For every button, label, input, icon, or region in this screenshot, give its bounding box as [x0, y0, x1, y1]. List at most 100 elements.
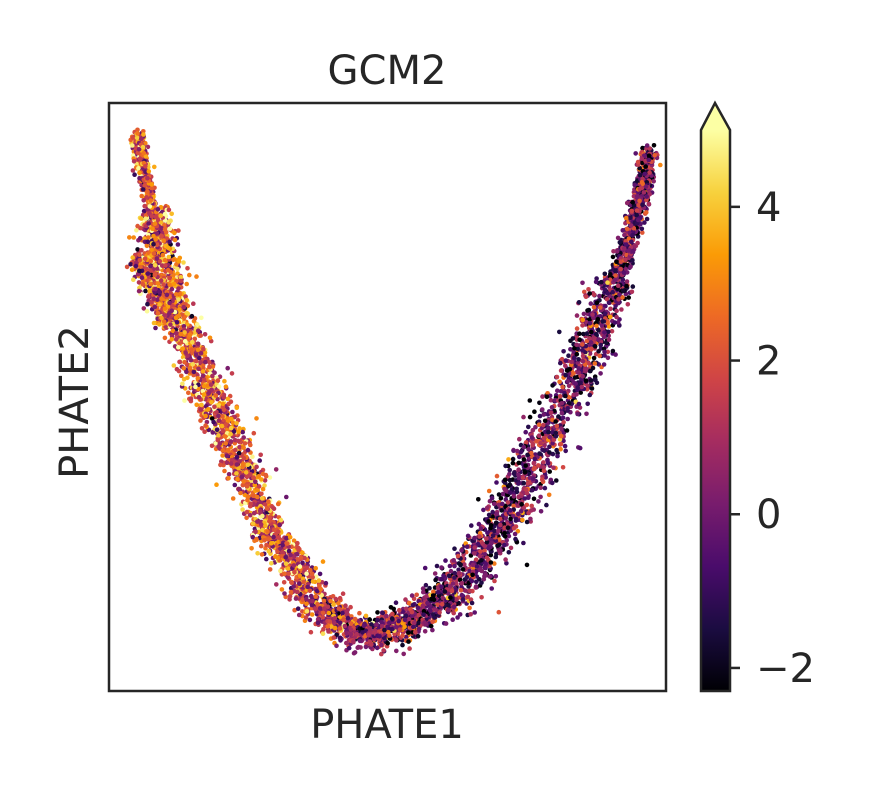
scatter-point	[255, 487, 260, 493]
scatter-point	[216, 433, 221, 438]
scatter-point	[607, 277, 613, 283]
scatter-point	[440, 596, 446, 601]
scatter-point	[559, 426, 564, 431]
scatter-point	[591, 315, 596, 321]
scatter-point	[281, 580, 287, 585]
scatter-point	[610, 289, 615, 295]
scatter-point	[416, 620, 421, 626]
scatter-point	[320, 610, 326, 616]
scatter-point	[601, 362, 607, 367]
scatter-point	[551, 437, 557, 443]
scatter-point	[577, 445, 583, 451]
scatter-point	[587, 336, 592, 341]
scatter-point	[288, 555, 293, 561]
scatter-point	[129, 267, 135, 273]
scatter-point	[507, 482, 513, 488]
scatter-point	[320, 559, 326, 564]
scatter-point	[199, 315, 204, 321]
scatter-point	[284, 535, 289, 541]
scatter-point	[346, 645, 352, 651]
scatter-point	[558, 368, 564, 373]
scatter-point	[492, 578, 497, 584]
scatter-point	[241, 435, 246, 440]
scatter-point	[401, 651, 407, 657]
scatter-point	[592, 336, 598, 342]
scatter-point	[472, 551, 477, 556]
scatter-point	[541, 460, 546, 465]
scatter-point	[330, 594, 336, 599]
scatter-point	[256, 474, 262, 479]
scatter-point	[468, 612, 474, 617]
scatter-point	[257, 458, 263, 463]
scatter-point	[136, 280, 142, 285]
scatter-point	[235, 476, 240, 482]
scatter-point	[518, 509, 524, 514]
scatter-point	[336, 601, 341, 606]
scatter-point	[528, 516, 533, 522]
scatter-point	[194, 274, 199, 279]
scatter-point	[561, 349, 566, 354]
scatter-point	[197, 355, 202, 361]
scatter-point	[467, 568, 472, 574]
scatter-point	[572, 355, 577, 361]
scatter-point	[452, 570, 458, 576]
scatter-point	[624, 270, 630, 275]
scatter-point	[320, 614, 326, 620]
scatter-point	[463, 588, 468, 593]
scatter-point	[400, 609, 406, 614]
scatter-point	[143, 288, 148, 294]
scatter-point	[559, 356, 565, 362]
scatter-point	[615, 235, 621, 241]
scatter-point	[135, 247, 140, 252]
scatter-point	[385, 640, 391, 646]
scatter-point	[489, 495, 495, 501]
scatter-point	[456, 567, 461, 573]
scatter-point	[171, 272, 176, 278]
scatter-point	[537, 400, 542, 406]
scatter-point	[302, 555, 307, 561]
scatter-point	[558, 441, 564, 447]
scatter-point	[403, 613, 409, 618]
scatter-point	[135, 150, 141, 156]
scatter-point	[562, 443, 568, 449]
scatter-point	[575, 411, 580, 417]
scatter-point	[646, 201, 652, 207]
scatter-point	[371, 637, 377, 642]
scatter-point	[274, 582, 279, 587]
scatter-point	[629, 289, 635, 295]
scatter-point	[494, 473, 500, 479]
scatter-point	[576, 300, 582, 305]
scatter-point	[202, 429, 207, 435]
scatter-point	[175, 242, 181, 247]
scatter-point	[531, 461, 537, 466]
scatter-point	[124, 264, 130, 270]
scatter-point	[416, 612, 421, 618]
scatter-point	[295, 606, 301, 611]
scatter-point	[467, 588, 472, 594]
scatter-point	[131, 235, 136, 240]
scatter-point	[204, 419, 210, 425]
scatter-point	[594, 300, 600, 306]
scatter-point	[584, 411, 589, 417]
scatter-point	[523, 440, 529, 445]
scatter-point	[130, 143, 135, 148]
scatter-point	[230, 409, 235, 415]
scatter-point	[529, 503, 534, 509]
scatter-point	[465, 533, 471, 539]
scatter-point	[292, 607, 297, 613]
scatter-point	[403, 597, 408, 602]
scatter-point	[640, 230, 645, 235]
scatter-point	[255, 551, 260, 556]
scatter-point	[566, 383, 572, 389]
scatter-point	[576, 401, 582, 407]
scatter-point	[175, 271, 180, 276]
scatter-point	[242, 441, 248, 446]
scatter-point	[171, 363, 177, 368]
scatter-point	[565, 416, 570, 422]
scatter-point	[264, 556, 269, 562]
scatter-point	[320, 631, 326, 636]
scatter-point	[266, 548, 272, 554]
scatter-point	[267, 567, 273, 572]
scatter-point	[300, 597, 305, 603]
scatter-point	[566, 394, 572, 400]
